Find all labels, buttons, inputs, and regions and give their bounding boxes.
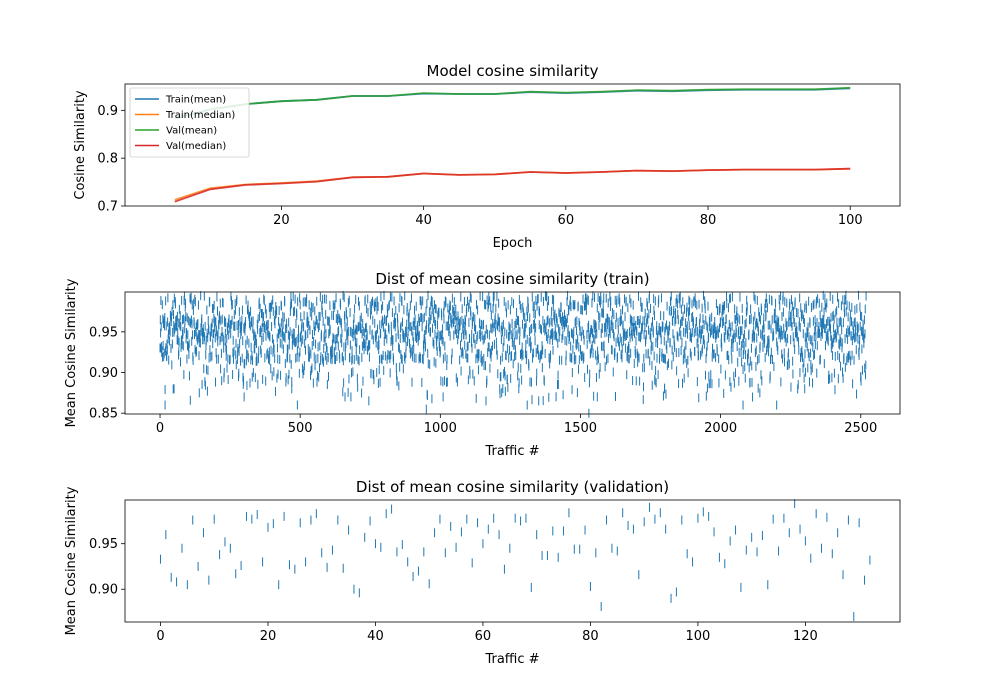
x-tick-label: 1000 xyxy=(424,421,457,436)
x-tick-label: 60 xyxy=(475,629,492,644)
x-tick-label: 20 xyxy=(273,213,290,228)
y-axis-label: Cosine Similarity xyxy=(73,90,88,200)
x-tick-label: 60 xyxy=(558,213,575,228)
y-tick-label: 0.95 xyxy=(89,537,118,552)
panel-train-distribution: Dist of mean cosine similarity (train) 0… xyxy=(64,270,901,459)
legend-label: Val(median) xyxy=(166,141,226,152)
panel-model-cosine-similarity: Model cosine similarity 20 40 60 80 100 0.7 0.… xyxy=(73,62,901,251)
x-tick-label: 1500 xyxy=(564,421,597,436)
legend-frame xyxy=(129,87,250,158)
x-tick-label: 100 xyxy=(838,213,863,228)
plot-frame xyxy=(124,83,901,207)
x-tick-label: 40 xyxy=(367,629,384,644)
x-axis-label: Traffic # xyxy=(484,444,539,459)
x-tick-label: 0 xyxy=(156,629,164,644)
x-axis-label: Epoch xyxy=(493,236,533,251)
y-tick-label: 0.9 xyxy=(97,104,118,119)
x-tick-label: 0 xyxy=(156,421,164,436)
x-tick-label: 20 xyxy=(260,629,277,644)
y-axis-label: Mean Cosine Similarity xyxy=(64,278,79,427)
x-tick-label: 80 xyxy=(700,213,717,228)
series-line-val-mean- xyxy=(174,86,851,120)
panel-validation-distribution: Dist of mean cosine similarity (validati… xyxy=(64,478,901,667)
plot-frame xyxy=(124,291,901,415)
y-tick-label: 0.90 xyxy=(89,366,118,381)
legend-label: Train(median) xyxy=(165,110,235,121)
x-axis-label: Traffic # xyxy=(484,652,539,667)
chart-title: Dist of mean cosine similarity (train) xyxy=(375,270,649,288)
y-tick-label: 0.7 xyxy=(97,200,118,215)
legend-label: Train(mean) xyxy=(165,95,226,106)
x-tick-label: 100 xyxy=(686,629,711,644)
legend-label: Val(mean) xyxy=(166,126,217,137)
y-tick-label: 0.90 xyxy=(89,583,118,598)
x-tick-label: 120 xyxy=(793,629,818,644)
plot-frame xyxy=(124,499,901,623)
x-tick-label: 40 xyxy=(415,213,432,228)
y-tick-label: 0.95 xyxy=(89,325,118,340)
x-tick-label: 80 xyxy=(582,629,599,644)
y-tick-label: 0.85 xyxy=(89,407,118,422)
y-tick-label: 0.8 xyxy=(97,152,118,167)
y-axis-label: Mean Cosine Similarity xyxy=(64,486,79,635)
x-tick-label: 2000 xyxy=(704,421,737,436)
series-line-val-median- xyxy=(174,167,851,203)
x-tick-label: 2500 xyxy=(844,421,877,436)
legend: Train(mean) Train(median) Val(mean) Val(med… xyxy=(129,87,250,158)
x-tick-label: 500 xyxy=(288,421,313,436)
chart-title: Model cosine similarity xyxy=(427,62,599,80)
chart-title: Dist of mean cosine similarity (validati… xyxy=(356,478,669,496)
